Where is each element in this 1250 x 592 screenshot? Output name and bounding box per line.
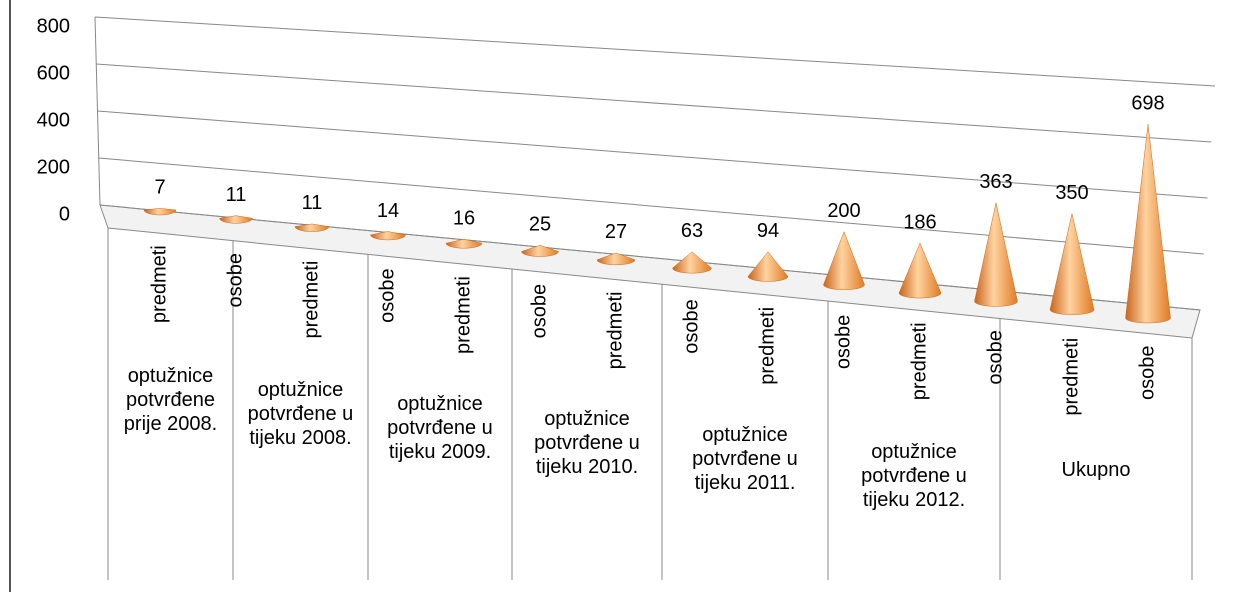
data-label: 350 <box>1055 182 1088 204</box>
x-tick-label: predmeti <box>604 292 626 370</box>
grid-line <box>96 63 1212 143</box>
y-tick-label: 200 <box>37 156 70 178</box>
data-label: 14 <box>377 200 399 222</box>
data-label: 186 <box>903 211 936 233</box>
x-tick-label: predmeti <box>908 322 930 400</box>
data-label: 11 <box>302 192 323 214</box>
grid-line <box>94 16 1216 87</box>
grid-line <box>99 204 1201 311</box>
x-tick-label: osobe <box>224 253 246 308</box>
group-label: optužnice potvrđene u tijeku 2010. <box>534 407 640 478</box>
x-tick-label: predmeti <box>452 276 474 354</box>
cone <box>672 251 712 274</box>
cone <box>521 244 559 257</box>
x-tick-label: osobe <box>528 284 550 339</box>
cone <box>1125 124 1171 324</box>
x-tick-label: predmeti <box>300 261 322 339</box>
cone <box>898 242 942 299</box>
cone <box>370 231 406 241</box>
data-label: 63 <box>681 220 703 242</box>
cone <box>823 231 865 291</box>
grid-line <box>97 110 1208 199</box>
x-tick-label: osobe <box>680 299 702 354</box>
x-tick-label: predmeti <box>148 245 170 323</box>
data-label: 27 <box>605 221 627 243</box>
cone <box>596 252 636 266</box>
data-label: 25 <box>529 214 551 236</box>
x-tick-label: predmeti <box>756 307 778 385</box>
x-tick-label: osobe <box>984 330 1006 385</box>
data-label: 698 <box>1131 92 1164 114</box>
x-tick-label: osobe <box>376 268 398 323</box>
group-label: optužnice potvrđene u tijeku 2008. <box>247 378 354 449</box>
cone <box>974 202 1018 307</box>
cone <box>747 251 789 282</box>
floor <box>99 204 1201 339</box>
cone <box>1049 213 1095 315</box>
group-label: optužnice potvrđene u tijeku 2012. <box>861 440 967 511</box>
data-label: 200 <box>827 200 860 222</box>
cone <box>445 238 483 249</box>
data-label: 94 <box>757 220 779 242</box>
data-label: 16 <box>453 208 475 230</box>
cone <box>219 215 253 224</box>
y-tick-label: 400 <box>37 109 70 131</box>
group-label: optužnice potvrđene prije 2008. <box>123 365 218 436</box>
cone <box>294 223 330 232</box>
y-tick-label: 800 <box>37 15 70 37</box>
group-label: optužnice potvrđene u tijeku 2009. <box>387 392 493 463</box>
data-label: 11 <box>226 184 247 206</box>
grid-line <box>98 157 1204 255</box>
group-label: Ukupno <box>1061 459 1131 482</box>
y-tick-label: 600 <box>37 62 70 84</box>
data-label: 363 <box>979 171 1012 193</box>
cone <box>143 208 177 216</box>
group-label: optužnice potvrđene u tijeku 2011. <box>692 423 798 494</box>
x-tick-label: predmeti <box>1060 338 1082 416</box>
x-tick-label: osobe <box>832 315 854 370</box>
x-tick-label: osobe <box>1136 346 1158 401</box>
data-label: 7 <box>154 177 165 199</box>
y-tick-label: 0 <box>59 203 70 225</box>
